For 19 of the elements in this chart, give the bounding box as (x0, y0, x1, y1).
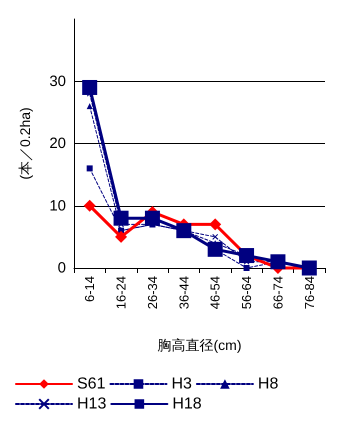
x-tick-label: 76-84 (302, 276, 317, 310)
legend-label: H8 (258, 376, 278, 392)
y-tick-label: 20 (49, 135, 66, 152)
x-tick-label: 46-54 (208, 276, 223, 310)
legend-label: S61 (77, 376, 106, 392)
x-tick-label: 36-44 (176, 276, 192, 310)
legend-label: H18 (172, 396, 202, 412)
x-tick-label: 66-74 (270, 276, 286, 310)
x-tick-label: 26-34 (144, 276, 160, 310)
x-tick-label: 6-14 (82, 276, 98, 302)
y-tick-label: 0 (58, 260, 66, 276)
x-axis-title: 胸高直径(cm) (158, 337, 242, 353)
y-axis-title: (本／0.2ha) (17, 107, 33, 180)
y-tick-label: 30 (49, 72, 66, 90)
x-tick-label: 16-24 (114, 276, 129, 310)
legend-label: H3 (171, 376, 192, 392)
x-tick-label: 56-64 (239, 276, 254, 310)
y-tick-label: 10 (49, 197, 66, 214)
legend-label: H13 (77, 396, 106, 412)
